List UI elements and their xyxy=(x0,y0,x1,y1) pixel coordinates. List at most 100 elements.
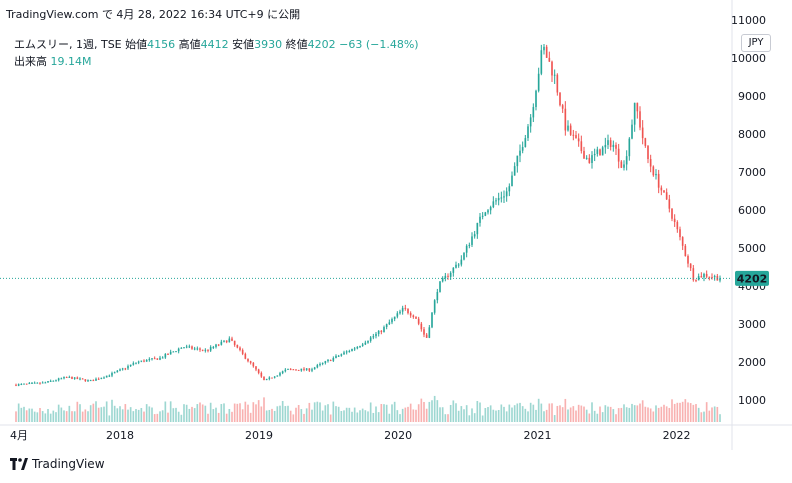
candle-body xyxy=(391,319,393,323)
candle-body xyxy=(103,377,105,379)
y-tick-label: 11000 xyxy=(731,14,766,27)
volume-bar xyxy=(127,409,129,422)
volume-bar xyxy=(495,410,497,422)
candle-body xyxy=(636,102,639,112)
candle-body xyxy=(471,236,473,245)
volume-legend: 出来高 19.14M xyxy=(14,53,91,69)
volume-bar xyxy=(108,415,111,422)
candle-body xyxy=(561,105,564,109)
candle-body xyxy=(276,375,279,377)
candle-body xyxy=(271,377,273,379)
brand-footer[interactable]: TradingView xyxy=(10,457,105,471)
candle-body xyxy=(28,383,31,385)
candle-body xyxy=(516,155,519,167)
volume-bar xyxy=(23,406,25,422)
volume-label: 出来高 xyxy=(14,55,47,68)
volume-bar xyxy=(593,410,596,422)
volume-bar xyxy=(660,406,663,422)
volume-bar xyxy=(468,415,471,422)
publish-info: TradingView.com で 4月 28, 2022 16:34 UTC+… xyxy=(6,8,301,21)
volume-bar xyxy=(249,412,252,422)
candle-body xyxy=(335,355,337,358)
candle-body xyxy=(492,201,495,208)
candle-body xyxy=(308,368,311,371)
candle-body xyxy=(116,370,119,373)
volume-bar xyxy=(52,410,55,422)
candle-body xyxy=(284,369,287,372)
candle-body xyxy=(511,175,513,187)
volume-bar xyxy=(404,407,407,422)
volume-bar xyxy=(449,404,452,422)
candle-body xyxy=(455,264,457,268)
candle-body xyxy=(57,378,60,381)
volume-bar xyxy=(420,398,423,422)
volume-bar xyxy=(516,403,519,422)
candle-body xyxy=(551,61,553,76)
volume-bar xyxy=(572,406,575,422)
volume-bar xyxy=(55,412,57,422)
candle-body xyxy=(673,218,676,223)
volume-bar xyxy=(332,401,335,422)
candle-body xyxy=(17,384,20,386)
volume-bar xyxy=(684,399,687,422)
candle-body xyxy=(265,378,268,381)
candle-body xyxy=(503,196,505,198)
volume-bar xyxy=(311,409,313,422)
candle-body xyxy=(327,359,329,362)
candle-body xyxy=(436,291,439,301)
volume-bar xyxy=(540,403,543,422)
candle-body xyxy=(543,46,545,51)
volume-bar xyxy=(601,412,604,422)
candle-body xyxy=(609,140,612,148)
currency-button[interactable]: JPY xyxy=(741,34,771,52)
volume-bar xyxy=(97,407,100,422)
candle-body xyxy=(249,361,252,363)
x-tick-label: 4月 xyxy=(10,429,28,442)
volume-bar xyxy=(132,411,135,422)
candle-body xyxy=(239,347,241,351)
candle-body xyxy=(145,359,148,362)
candle-body xyxy=(100,377,103,379)
candle-body xyxy=(47,381,49,383)
volume-bar xyxy=(716,406,719,422)
volume-bar xyxy=(17,403,20,422)
volume-bar xyxy=(711,407,713,422)
candle-body xyxy=(68,376,71,378)
volume-bar xyxy=(583,406,585,422)
candle-body xyxy=(367,340,369,343)
last-price-tag-text: 4202 xyxy=(737,272,768,285)
volume-bar xyxy=(567,409,569,422)
high-label: 高値 xyxy=(178,38,201,51)
volume-bar xyxy=(281,400,284,422)
volume-bar xyxy=(444,414,447,422)
volume-bar xyxy=(455,403,457,422)
volume-bar xyxy=(212,409,215,422)
symbol-line[interactable]: エムスリー, 1週, TSE xyxy=(14,38,122,51)
volume-bar xyxy=(236,403,239,422)
volume-bar xyxy=(31,408,33,422)
y-tick-label: 9000 xyxy=(738,90,766,103)
y-tick-label: 3000 xyxy=(738,318,766,331)
volume-bar xyxy=(345,407,348,422)
candle-body xyxy=(417,318,420,324)
candle-body xyxy=(671,208,673,219)
low-value: 3930 xyxy=(254,38,283,51)
volume-bar xyxy=(521,406,524,422)
candle-body xyxy=(89,380,92,382)
volume-bar xyxy=(519,402,521,422)
volume-bar xyxy=(351,411,353,422)
candle-body xyxy=(527,126,529,139)
volume-bar xyxy=(457,410,460,422)
volume-bar xyxy=(177,411,180,422)
candle-body xyxy=(593,153,596,156)
candle-body xyxy=(87,380,89,382)
volume-bar xyxy=(292,414,295,422)
candle-body xyxy=(447,275,449,277)
volume-bar xyxy=(657,407,660,422)
candle-body xyxy=(185,346,188,348)
candle-body xyxy=(681,237,684,246)
volume-bar xyxy=(287,405,289,422)
volume-bar xyxy=(276,406,279,422)
volume-bar xyxy=(665,406,668,422)
